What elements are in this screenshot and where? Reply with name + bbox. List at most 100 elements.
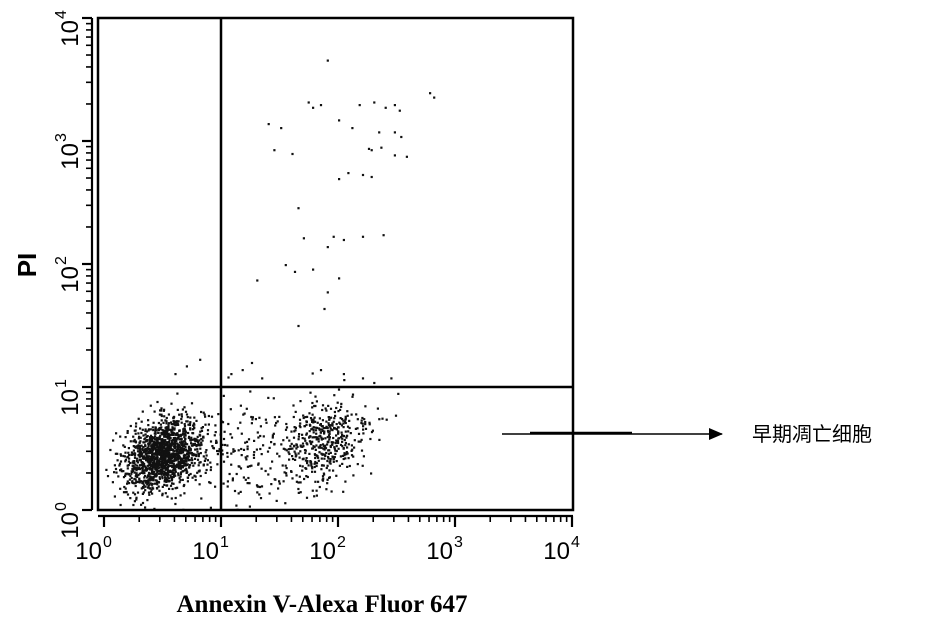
data-point [154, 462, 157, 465]
data-point [185, 471, 188, 474]
data-point [198, 433, 201, 436]
data-point [163, 429, 166, 432]
data-point [265, 421, 268, 424]
data-point [293, 430, 296, 433]
data-point [149, 436, 152, 439]
data-point [147, 442, 150, 445]
data-point [294, 429, 297, 432]
data-point [192, 428, 195, 431]
data-point [140, 453, 143, 456]
data-point [162, 472, 165, 475]
data-point [283, 471, 286, 474]
data-point [197, 464, 200, 467]
data-point [147, 419, 150, 422]
data-point [190, 461, 193, 464]
data-point [184, 456, 187, 460]
data-point [202, 463, 205, 466]
data-point [133, 477, 136, 481]
data-point [133, 493, 137, 496]
data-point [320, 425, 323, 428]
data-point [170, 444, 173, 447]
data-point [136, 464, 139, 467]
data-point [163, 467, 166, 470]
data-point [327, 452, 330, 455]
data-point [155, 461, 159, 464]
data-point [162, 458, 165, 461]
data-point [313, 462, 316, 465]
data-point [149, 465, 153, 468]
data-point [156, 400, 159, 404]
data-point [306, 460, 309, 463]
data-point [138, 435, 141, 438]
data-point [267, 396, 270, 399]
data-point [282, 480, 285, 483]
data-point [324, 447, 328, 450]
data-point [342, 457, 345, 461]
data-point [200, 427, 203, 430]
data-point [165, 466, 169, 470]
data-point [301, 445, 304, 448]
data-point [347, 443, 350, 446]
data-point [312, 106, 315, 109]
data-point [342, 238, 345, 242]
data-point [327, 424, 331, 427]
data-point [267, 123, 270, 126]
data-point [352, 455, 355, 458]
data-point [335, 423, 338, 426]
data-point [155, 449, 159, 452]
data-point [323, 457, 326, 460]
data-point [148, 462, 151, 465]
data-point [171, 487, 174, 491]
data-point [291, 455, 294, 458]
data-point [298, 418, 302, 421]
data-point [363, 418, 366, 421]
data-point [155, 450, 158, 453]
data-point [332, 460, 335, 463]
data-point [319, 423, 322, 426]
data-point [286, 436, 289, 439]
data-point [152, 477, 155, 480]
data-point [159, 441, 162, 444]
data-point [193, 423, 196, 426]
data-point [240, 447, 243, 451]
data-point [154, 426, 157, 429]
data-point [183, 436, 186, 439]
data-point [394, 414, 398, 417]
data-point [158, 436, 161, 440]
data-point [197, 453, 200, 456]
data-point [362, 425, 365, 428]
data-point [321, 453, 324, 456]
data-point [205, 449, 208, 452]
data-point [152, 444, 155, 447]
data-point [165, 431, 168, 434]
data-point [244, 441, 247, 444]
data-point [340, 402, 343, 405]
data-point [161, 455, 165, 458]
data-point [176, 447, 179, 450]
data-point [176, 449, 179, 452]
y-axis-title: PI [12, 253, 42, 278]
data-point [240, 454, 243, 457]
data-point [250, 464, 253, 467]
data-point [136, 491, 140, 494]
data-point [145, 430, 149, 433]
data-point [141, 501, 145, 505]
data-point [168, 437, 171, 440]
x-tick-label-exponent: 0 [103, 534, 112, 551]
data-point [171, 456, 174, 459]
data-point [371, 429, 374, 432]
data-point [130, 477, 133, 480]
data-point [135, 469, 138, 472]
data-point [132, 440, 135, 443]
data-point [195, 419, 198, 422]
data-point [176, 445, 179, 448]
data-point [232, 448, 235, 451]
data-point [359, 440, 362, 443]
data-point [161, 443, 164, 446]
data-point [151, 482, 154, 485]
data-point [179, 447, 182, 450]
data-point [136, 467, 139, 470]
data-point [326, 246, 329, 249]
data-point [277, 487, 280, 490]
data-point [343, 379, 346, 382]
